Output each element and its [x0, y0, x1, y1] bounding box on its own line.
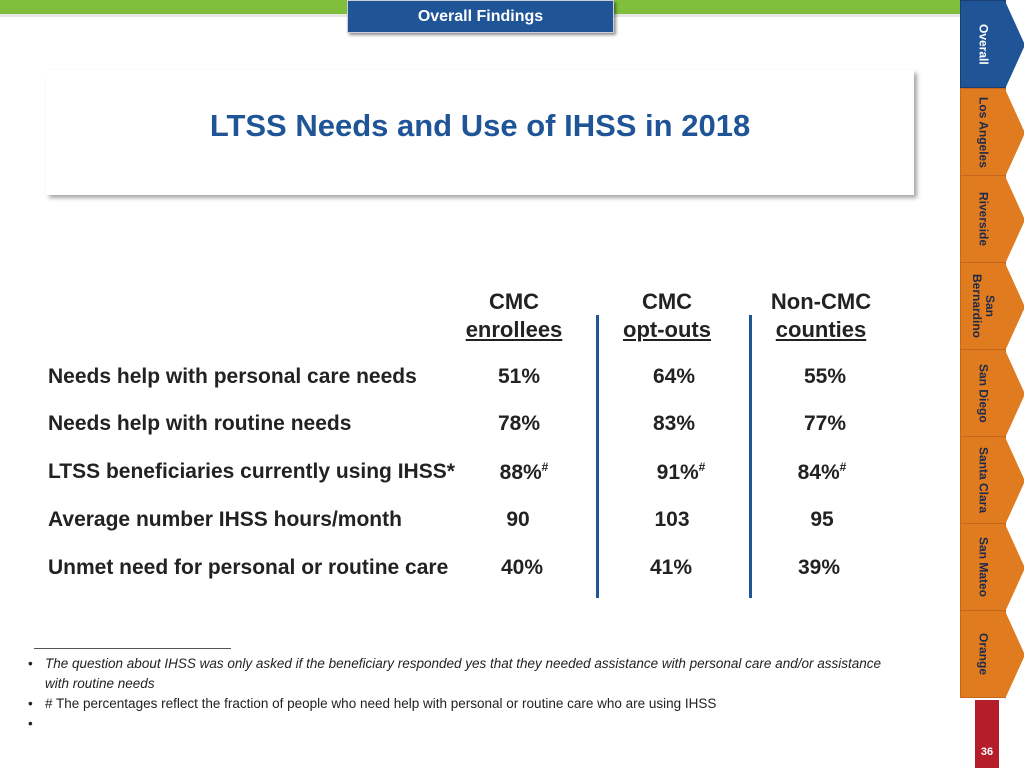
nav-tab-orange[interactable]: Orange [960, 610, 1024, 699]
column-header-line2: counties [775, 317, 867, 342]
nav-tab-label: San Diego [976, 363, 991, 423]
nav-tab-san-mateo[interactable]: San Mateo [960, 523, 1024, 612]
nav-tab-los-angeles[interactable]: Los Angeles [960, 88, 1024, 177]
significance-mark: # [839, 460, 847, 474]
column-divider [596, 315, 599, 598]
bullet: • [28, 696, 33, 711]
footnote-text: The question about IHSS was only asked i… [45, 656, 881, 691]
column-header-line1: CMC [641, 289, 693, 314]
table-cell: 90 [506, 508, 530, 531]
table-cell: 41% [649, 556, 693, 579]
row-label: Average number IHSS hours/month [48, 508, 402, 531]
row-label: LTSS beneficiaries currently using IHSS* [48, 460, 455, 483]
title-box: LTSS Needs and Use of IHSS in 2018 [46, 70, 914, 195]
table-cell: 77% [803, 412, 847, 435]
footnote-text [45, 716, 49, 731]
bullet: • [28, 656, 33, 671]
table-cell: 84%# [782, 460, 862, 485]
table-cell: 39% [797, 556, 841, 579]
nav-tab-label: Orange [976, 632, 991, 675]
column-header-line1: CMC [488, 289, 540, 314]
nav-tab-overall[interactable]: Overall [960, 0, 1024, 89]
footnote-rule [34, 648, 231, 649]
row-label: Needs help with personal care needs [48, 365, 417, 388]
nav-tab-label: Santa Clara [976, 446, 991, 514]
cell-value: 88% [499, 461, 542, 484]
table-cell: 88%# [484, 460, 564, 485]
column-header-line2: opt-outs [623, 317, 711, 342]
table-cell: 91%# [641, 460, 721, 485]
page-title: LTSS Needs and Use of IHSS in 2018 [209, 108, 751, 143]
nav-tab-santa-clara[interactable]: Santa Clara [960, 436, 1024, 525]
column-header-line2: enrollees [465, 317, 563, 342]
column-header-cmc-opt-outs: CMC opt-outs [587, 288, 747, 344]
column-header-non-cmc-counties: Non-CMC counties [741, 288, 901, 344]
page-number: 36 [975, 700, 999, 768]
footnotes: • The question about IHSS was only asked… [28, 654, 898, 734]
table-cell: 51% [497, 365, 541, 388]
nav-tab-label: San Mateo [976, 536, 991, 597]
significance-mark: # [698, 460, 706, 474]
nav-tab-san-diego[interactable]: San Diego [960, 349, 1024, 438]
section-tab: Overall Findings [347, 0, 614, 33]
nav-tab-riverside[interactable]: Riverside [960, 175, 1024, 264]
footnote-item: • # The percentages reflect the fraction… [28, 694, 898, 714]
table-cell: 40% [500, 556, 544, 579]
table-cell: 64% [652, 365, 696, 388]
nav-tab-san-bernardino[interactable]: San Bernardino [960, 262, 1024, 351]
table-cell: 78% [497, 412, 541, 435]
cell-value: 91% [656, 461, 699, 484]
column-header-line1: Non-CMC [770, 289, 872, 314]
row-label: Unmet need for personal or routine care [48, 556, 449, 579]
table-cell: 55% [803, 365, 847, 388]
nav-tab-label: San Bernardino [970, 273, 997, 338]
nav-tab-label: Riverside [976, 191, 991, 247]
table-cell: 103 [654, 508, 690, 531]
footnote-text: # The percentages reflect the fraction o… [45, 696, 717, 711]
significance-mark: # [541, 460, 549, 474]
column-header-cmc-enrollees: CMC enrollees [434, 288, 594, 344]
bullet: • [28, 716, 33, 731]
footnote-item: • [28, 714, 898, 734]
cell-value: 84% [797, 461, 840, 484]
footnote-item: • The question about IHSS was only asked… [28, 654, 898, 694]
column-divider [749, 315, 752, 598]
table-cell: 83% [652, 412, 696, 435]
nav-tab-label: Los Angeles [976, 96, 991, 168]
nav-tab-label: Overall [976, 23, 991, 65]
table-cell: 95 [810, 508, 834, 531]
row-label: Needs help with routine needs [48, 412, 352, 435]
